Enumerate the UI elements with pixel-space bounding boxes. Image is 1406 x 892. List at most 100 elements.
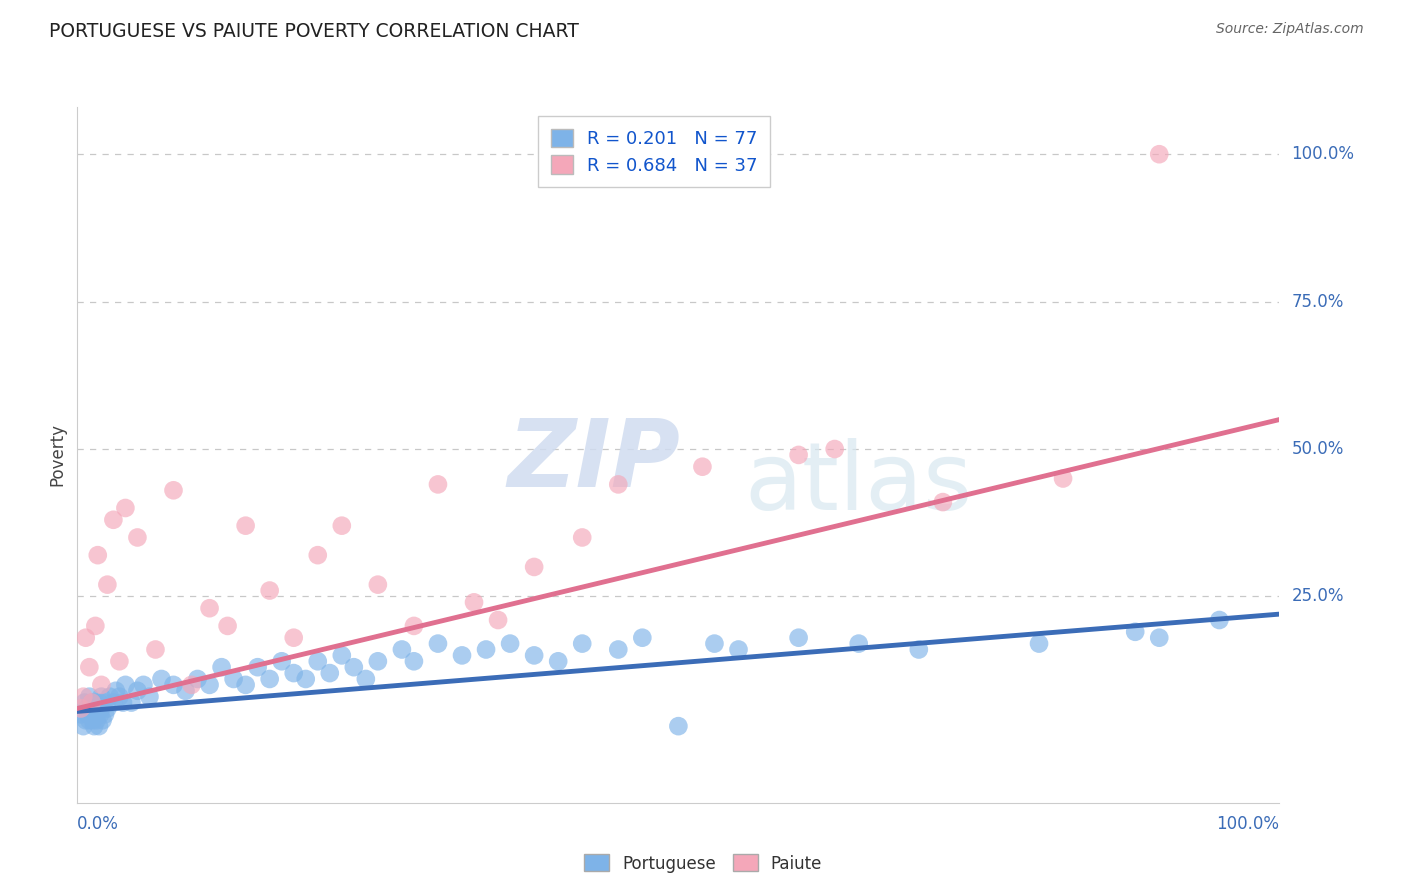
Point (486, 613, 509, 627)
Point (307, 654, 329, 668)
Point (84, 619, 107, 633)
Y-axis label: Poverty: Poverty (48, 424, 66, 486)
Point (523, 648, 546, 663)
Point (354, 672, 377, 686)
Point (83, 701, 105, 715)
Point (932, 495, 955, 509)
Point (90, 690, 112, 704)
Point (1028, 637, 1050, 651)
Point (138, 690, 160, 704)
Point (91, 713, 114, 727)
Point (222, 672, 245, 686)
Text: atlas: atlas (745, 438, 973, 531)
Point (79, 660, 101, 674)
Point (103, 513, 125, 527)
Point (162, 678, 184, 692)
Point (80, 696, 103, 710)
Point (82, 713, 104, 727)
Point (150, 672, 173, 686)
Point (75, 631, 97, 645)
Point (547, 654, 569, 668)
Point (451, 648, 474, 663)
Point (70, 707, 93, 722)
Point (294, 672, 316, 686)
Point (145, 642, 167, 657)
Point (114, 678, 136, 692)
Text: 50.0%: 50.0% (1292, 440, 1344, 458)
Point (104, 683, 127, 698)
Point (703, 637, 725, 651)
Point (692, 459, 714, 474)
Text: PORTUGUESE VS PAIUTE POVERTY CORRELATION CHART: PORTUGUESE VS PAIUTE POVERTY CORRELATION… (49, 22, 579, 41)
Point (96, 701, 118, 715)
Point (93, 696, 115, 710)
Text: 100.0%: 100.0% (1292, 145, 1354, 163)
Point (89, 707, 111, 722)
Point (87, 701, 110, 715)
Point (83, 719, 105, 733)
Point (108, 654, 131, 668)
Point (1149, 147, 1171, 161)
Point (1149, 631, 1171, 645)
Point (631, 631, 654, 645)
Point (127, 531, 149, 545)
Point (87, 548, 110, 562)
Point (402, 654, 425, 668)
Point (668, 719, 690, 733)
Text: 75.0%: 75.0% (1292, 293, 1344, 310)
Point (235, 518, 257, 533)
Point (87, 696, 110, 710)
Point (217, 619, 239, 633)
Point (259, 583, 281, 598)
Point (198, 678, 221, 692)
Point (571, 531, 593, 545)
Point (235, 678, 257, 692)
Point (75, 713, 97, 727)
Point (475, 642, 498, 657)
Point (162, 483, 184, 498)
Point (84, 707, 107, 722)
Point (94, 707, 117, 722)
Point (70, 701, 93, 715)
Text: 25.0%: 25.0% (1292, 588, 1344, 606)
Point (330, 518, 353, 533)
Point (198, 601, 221, 615)
Point (72, 719, 94, 733)
Point (77, 707, 100, 722)
Point (427, 477, 450, 491)
Point (120, 696, 142, 710)
Point (1208, 613, 1230, 627)
Point (80, 696, 103, 710)
Point (79, 690, 101, 704)
Point (87, 719, 110, 733)
Text: ZIP: ZIP (508, 415, 681, 507)
Point (90, 701, 112, 715)
Point (607, 642, 630, 657)
Point (367, 654, 389, 668)
Point (391, 642, 413, 657)
Point (607, 477, 630, 491)
Point (523, 560, 546, 574)
Point (211, 660, 233, 674)
Point (72, 690, 94, 704)
Point (571, 637, 593, 651)
Point (127, 683, 149, 698)
Point (283, 666, 305, 681)
Point (463, 595, 485, 609)
Point (787, 448, 810, 462)
Point (76, 701, 98, 715)
Point (84, 696, 107, 710)
Legend: R = 0.201   N = 77, R = 0.684   N = 37: R = 0.201 N = 77, R = 0.684 N = 37 (538, 116, 770, 187)
Point (367, 577, 389, 591)
Point (114, 500, 136, 515)
Point (98, 690, 121, 704)
Text: 0.0%: 0.0% (77, 814, 120, 832)
Point (73, 696, 96, 710)
Point (86, 713, 108, 727)
Point (402, 619, 425, 633)
Point (111, 696, 134, 710)
Text: 100.0%: 100.0% (1216, 814, 1279, 832)
Point (259, 672, 281, 686)
Point (96, 577, 118, 591)
Point (1123, 624, 1146, 639)
